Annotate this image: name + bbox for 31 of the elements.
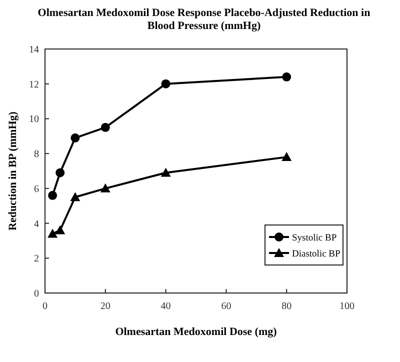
x-axis-title: Olmesartan Medoxomil Dose (mg) (115, 326, 278, 338)
x-tick-label: 60 (221, 301, 232, 312)
legend-label: Diastolic BP (292, 250, 340, 260)
y-tick-label: 12 (29, 79, 39, 90)
y-axis-title: Reduction in BP (mmHg) (7, 111, 19, 230)
y-tick-label: 14 (29, 44, 39, 56)
point (161, 79, 170, 88)
point (160, 168, 171, 177)
y-tick-label: 4 (34, 218, 39, 230)
point (48, 190, 58, 200)
x-tick-label: 0 (42, 301, 48, 312)
y-tick-label: 2 (34, 254, 39, 265)
chart-title: Olmesartan Medoxomil Dose Response Placebo-Adjusted Reduction in Blood Pressure (mmHg) (38, 7, 370, 32)
point (70, 133, 80, 142)
point (55, 225, 66, 234)
point (282, 152, 292, 162)
point (282, 72, 292, 82)
point (56, 168, 65, 178)
legend-label: Systolic BP (292, 234, 337, 244)
point (100, 183, 110, 192)
y-tick-label: 8 (34, 149, 39, 160)
point (100, 122, 110, 132)
x-tick-label: 20 (100, 301, 110, 312)
y-tick-label: 6 (34, 184, 39, 195)
point (48, 228, 58, 238)
x-tick-label: 80 (282, 301, 292, 312)
x-tick-label: 100 (340, 301, 354, 312)
y-tick-label: 10 (29, 114, 39, 126)
x-tick-label: 40 (160, 301, 171, 312)
y-tick-label: 0 (34, 288, 39, 300)
point (70, 192, 80, 202)
